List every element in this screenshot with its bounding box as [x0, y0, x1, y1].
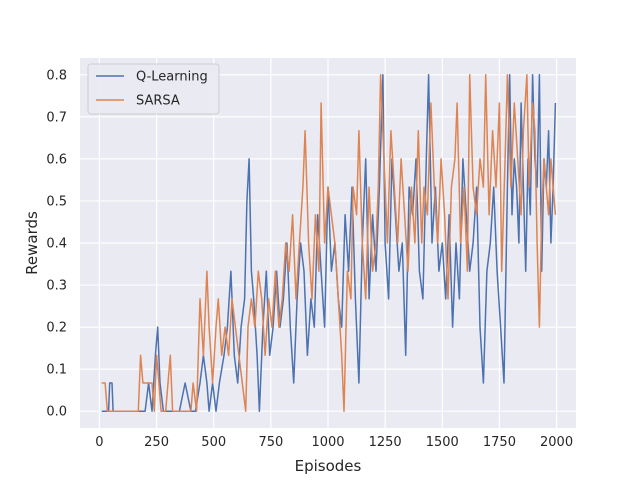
y-tick-label: 0.4	[46, 237, 67, 252]
x-tick-label: 0	[95, 435, 103, 450]
y-tick-label: 0.2	[46, 321, 67, 336]
x-tick-label: 1750	[483, 435, 516, 450]
series-line-sarsa	[101, 74, 557, 412]
legend-label-q-learning: Q-Learning	[136, 70, 208, 85]
x-tick-label: 1500	[426, 435, 459, 450]
x-tick-label: 1250	[369, 435, 402, 450]
series-line-q-learning	[101, 74, 557, 412]
legend: Q-Learning SARSA	[87, 63, 220, 115]
x-axis-ticks: 0 250 500 750 1000 1250 1500 1750 2000	[95, 435, 573, 450]
y-axis-label: Rewards	[23, 211, 41, 275]
x-tick-label: 250	[144, 435, 169, 450]
y-tick-label: 0.3	[46, 279, 67, 294]
x-tick-label: 2000	[540, 435, 573, 450]
y-tick-label: 0.8	[46, 68, 67, 83]
x-tick-label: 750	[258, 435, 283, 450]
y-tick-label: 0.6	[46, 152, 67, 167]
x-tick-label: 500	[201, 435, 226, 450]
x-tick-label: 1000	[311, 435, 344, 450]
series-lines	[101, 74, 557, 412]
x-axis-label: Episodes	[295, 457, 362, 475]
y-tick-label: 0.0	[46, 405, 67, 420]
y-tick-label: 0.1	[46, 363, 67, 378]
y-tick-label: 0.7	[46, 110, 67, 125]
y-axis-ticks: 0.0 0.1 0.2 0.3 0.4 0.5 0.6 0.7 0.8	[46, 68, 67, 419]
legend-label-sarsa: SARSA	[136, 94, 180, 109]
y-tick-label: 0.5	[46, 194, 67, 209]
